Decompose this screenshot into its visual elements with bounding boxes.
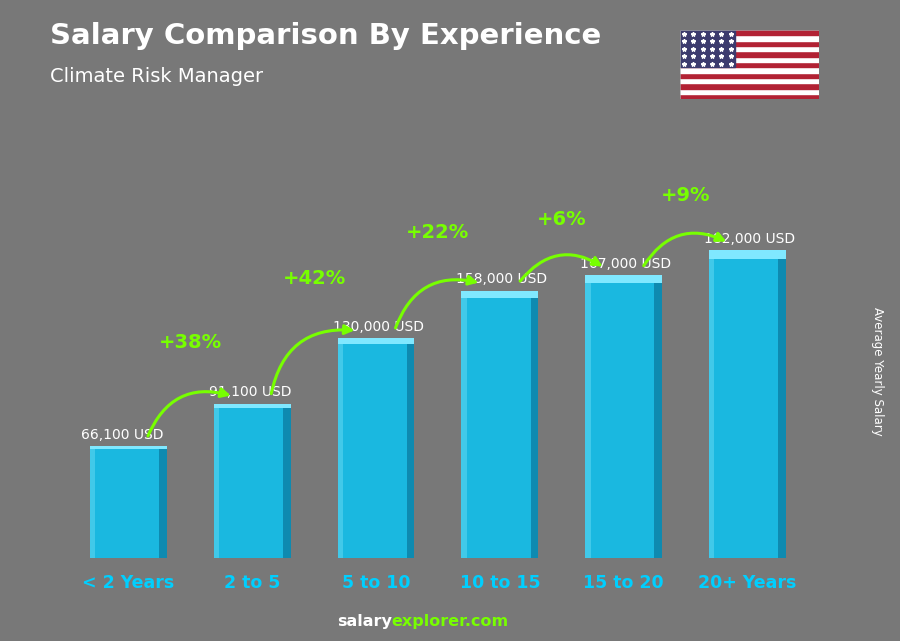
Bar: [90, 446, 166, 558]
Bar: [680, 62, 819, 67]
Text: salary: salary: [337, 615, 392, 629]
Bar: [680, 94, 819, 99]
Text: +22%: +22%: [406, 223, 470, 242]
Text: 167,000 USD: 167,000 USD: [580, 257, 671, 271]
Bar: [680, 46, 819, 51]
Text: 158,000 USD: 158,000 USD: [456, 272, 547, 286]
Bar: [680, 83, 819, 88]
Bar: [680, 30, 735, 67]
Bar: [680, 72, 819, 78]
Text: +42%: +42%: [283, 269, 346, 288]
Bar: [214, 404, 291, 558]
Bar: [530, 290, 538, 558]
Text: explorer.com: explorer.com: [392, 615, 508, 629]
Bar: [283, 404, 291, 558]
Text: Salary Comparison By Experience: Salary Comparison By Experience: [50, 22, 601, 51]
Bar: [338, 338, 414, 344]
Bar: [407, 338, 414, 558]
Bar: [680, 57, 819, 62]
Bar: [680, 67, 819, 72]
Text: 66,100 USD: 66,100 USD: [81, 428, 164, 442]
Bar: [680, 35, 819, 41]
Bar: [654, 276, 662, 558]
Bar: [90, 446, 166, 449]
Text: 182,000 USD: 182,000 USD: [704, 231, 796, 246]
Bar: [709, 250, 786, 558]
Bar: [90, 446, 95, 558]
Bar: [338, 338, 414, 558]
Text: +6%: +6%: [537, 210, 587, 229]
Bar: [214, 404, 219, 558]
Bar: [585, 276, 662, 558]
Bar: [778, 250, 786, 558]
Bar: [159, 446, 166, 558]
Bar: [214, 404, 291, 408]
Text: 130,000 USD: 130,000 USD: [333, 319, 424, 333]
Bar: [680, 51, 819, 57]
Text: Climate Risk Manager: Climate Risk Manager: [50, 67, 263, 87]
Bar: [709, 250, 715, 558]
Bar: [338, 338, 343, 558]
Bar: [585, 276, 590, 558]
Bar: [462, 290, 467, 558]
Bar: [462, 290, 538, 558]
Bar: [680, 88, 819, 94]
Bar: [680, 41, 819, 46]
Text: +9%: +9%: [661, 187, 710, 206]
Bar: [709, 250, 786, 259]
Bar: [680, 78, 819, 83]
Bar: [462, 290, 538, 298]
Text: Average Yearly Salary: Average Yearly Salary: [871, 308, 884, 436]
Text: +38%: +38%: [158, 333, 221, 352]
Text: 91,100 USD: 91,100 USD: [209, 385, 292, 399]
Bar: [585, 276, 662, 283]
Bar: [680, 30, 819, 35]
